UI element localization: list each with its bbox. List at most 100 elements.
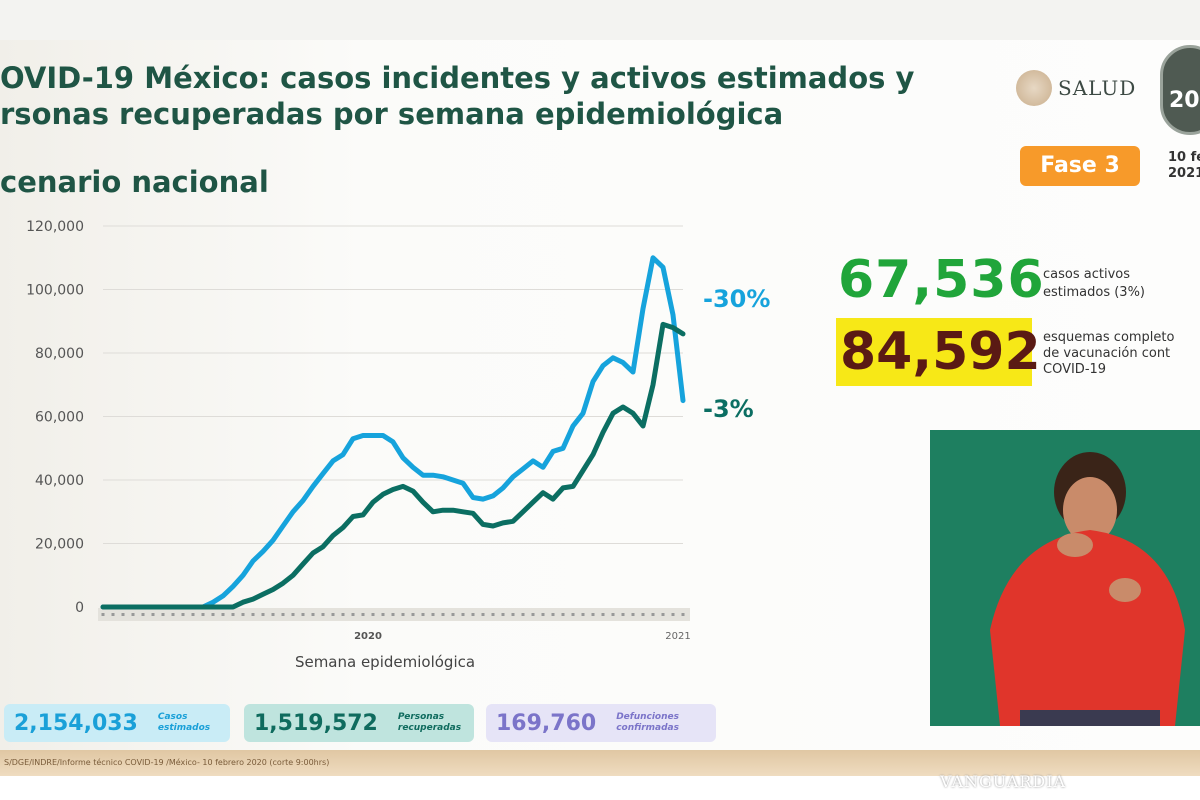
series-line-2 (100, 321, 686, 610)
salud-logo-text: SALUD (1058, 76, 1137, 100)
stat-label-2: recuperadas (397, 723, 462, 733)
x-tick-mark (611, 613, 615, 616)
x-tick-mark (621, 613, 625, 616)
series-line-1 (100, 255, 686, 610)
watermark: VANGUARDIA (940, 772, 1067, 791)
x-tick-mark (571, 613, 575, 616)
date-line-2: 2021 (1168, 166, 1200, 181)
top-bar (0, 0, 1200, 40)
x-tick-mark (651, 613, 655, 616)
x-tick-mark (271, 613, 275, 616)
phase-badge: Fase 3 (1020, 146, 1140, 186)
title-line-1: OVID-19 México: casos incidentes y activ… (0, 61, 915, 95)
y-tick-label: 20,000 (35, 537, 84, 553)
x-tick-mark (381, 613, 385, 616)
vaccine-label-3: COVID-19 (1043, 362, 1107, 377)
x-tick-mark (341, 613, 345, 616)
y-tick-label: 80,000 (35, 346, 84, 362)
vaccine-label: esquemas completo de vacunación cont COV… (1043, 330, 1174, 378)
vaccine-value: 84,592 (836, 318, 1041, 386)
x-tick-mark (501, 613, 505, 616)
line-chart: 0 20,000 40,000 60,000 80,000 100,000 120,000 2… (26, 219, 770, 671)
x-tick-mark (531, 613, 535, 616)
x-tick-mark (591, 613, 595, 616)
y-tick-label: 100,000 (26, 283, 84, 299)
sign-language-interpreter-video (930, 430, 1200, 726)
active-cases-value: 67,536 (838, 250, 1045, 310)
stat-label-2: estimados (157, 723, 211, 733)
x-tick-mark (191, 613, 195, 616)
x-tick-mark (321, 613, 325, 616)
active-label-1: casos activos (1043, 267, 1130, 282)
x-tick-mark (561, 613, 565, 616)
x-tick-mark (241, 613, 245, 616)
x-tick-mark (481, 613, 485, 616)
interpreter-figure (990, 452, 1185, 726)
x-tick-mark (261, 613, 265, 616)
eagle-seal-icon (1016, 70, 1052, 106)
active-cases-label: casos activos estimados (3%) (1043, 266, 1145, 302)
x-tick-mark (281, 613, 285, 616)
x-tick-mark (211, 613, 215, 616)
x-year-label: 2021 (665, 631, 690, 642)
x-tick-mark (101, 613, 105, 616)
x-tick-mark (471, 613, 475, 616)
stat-label: Casos estimados (158, 712, 210, 734)
x-tick-mark (201, 613, 205, 616)
x-tick-mark (131, 613, 135, 616)
page-title: OVID-19 México: casos incidentes y activ… (0, 60, 914, 132)
x-tick-mark (331, 613, 335, 616)
date-line-1: 10 fe (1168, 150, 1200, 165)
x-tick-mark (371, 613, 375, 616)
x-tick-mark (541, 613, 545, 616)
salud-logo: SALUD (1016, 70, 1136, 106)
x-tick-mark (231, 613, 235, 616)
date-label: 10 fe 2021 (1168, 150, 1200, 182)
emblem-text: 20 (1169, 88, 1200, 113)
x-year-label: 2020 (354, 631, 382, 642)
vaccine-label-1: esquemas completo (1043, 330, 1175, 345)
x-tick-mark (461, 613, 465, 616)
x-tick-mark (681, 613, 685, 616)
x-tick-mark (601, 613, 605, 616)
title-line-2: rsonas recuperadas por semana epidemioló… (0, 97, 784, 131)
x-tick-mark (291, 613, 295, 616)
x-tick-mark (511, 613, 515, 616)
stat-value: 1,519,572 (254, 710, 378, 736)
stat-value: 169,760 (496, 710, 597, 736)
stat-label: Personas recuperadas (398, 712, 461, 734)
x-tick-mark (361, 613, 365, 616)
bottom-bar (0, 776, 1200, 800)
x-tick-mark (521, 613, 525, 616)
x-tick-mark (351, 613, 355, 616)
x-tick-mark (421, 613, 425, 616)
x-tick-mark (251, 613, 255, 616)
x-tick-mark (671, 613, 675, 616)
series-2-change-label: -3% (703, 395, 754, 423)
x-tick-mark (161, 613, 165, 616)
x-tick-mark (181, 613, 185, 616)
x-tick-mark (551, 613, 555, 616)
y-tick-label: 0 (75, 600, 84, 616)
y-tick-label: 40,000 (35, 473, 84, 489)
x-tick-mark (141, 613, 145, 616)
stat-deaths: 169,760 Defunciones confirmadas (486, 704, 716, 742)
vaccine-label-2: de vacunación cont (1043, 346, 1171, 361)
x-tick-mark (491, 613, 495, 616)
x-tick-mark (301, 613, 305, 616)
source-footer: S/DGE/INDRE/Informe técnico COVID-19 /Mé… (0, 750, 1200, 776)
x-tick-mark (121, 613, 125, 616)
x-tick-mark (661, 613, 665, 616)
anniversary-emblem: 20 (1160, 45, 1200, 135)
page-subtitle: cenario nacional (0, 165, 269, 199)
x-tick-mark (111, 613, 115, 616)
x-tick-mark (221, 613, 225, 616)
stat-label: Defunciones confirmadas (616, 712, 679, 734)
stat-value: 2,154,033 (14, 710, 138, 736)
x-tick-mark (451, 613, 455, 616)
x-tick-mark (431, 613, 435, 616)
x-tick-mark (391, 613, 395, 616)
x-axis-title: Semana epidemiológica (295, 653, 475, 671)
x-tick-mark (581, 613, 585, 616)
x-tick-mark (411, 613, 415, 616)
